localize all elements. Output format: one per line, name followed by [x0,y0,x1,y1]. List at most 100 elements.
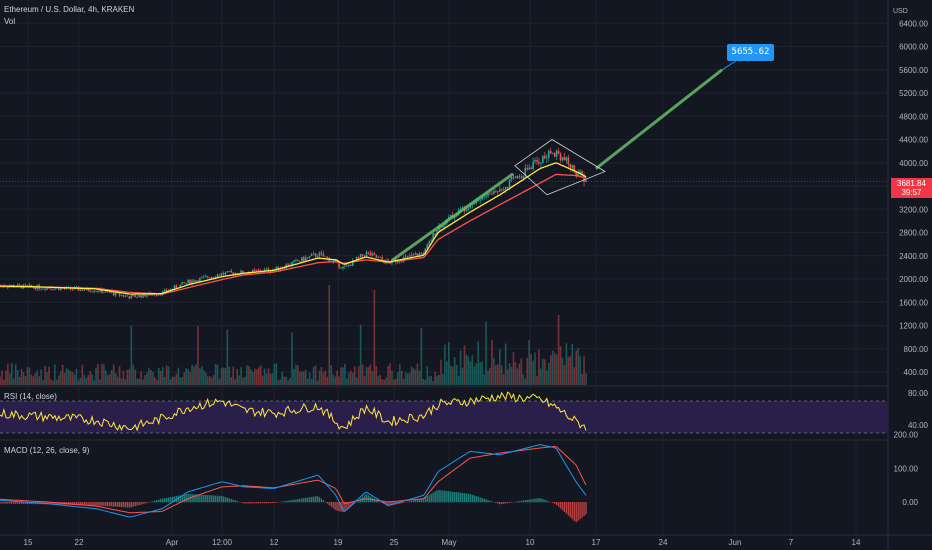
candle-body [244,273,246,275]
diamond-pattern[interactable] [514,139,606,196]
candle-body [348,264,350,266]
volume-bar [110,370,113,385]
volume-bar [87,375,89,385]
candle-body [489,193,491,195]
candle-body [30,284,33,287]
volume-bar [71,371,74,385]
candle-body [50,288,52,290]
volume-bar [410,366,413,385]
volume-bar [252,371,254,385]
macd-histogram-bar [428,494,430,503]
volume-bar [136,378,138,385]
candle-body [449,215,452,217]
volume-bar [150,369,152,385]
macd-histogram-bar [453,491,456,503]
candle-body [54,288,56,290]
macd-histogram-bar [24,502,27,504]
volume-bar [308,372,311,385]
volume-bar [248,366,250,385]
macd-label[interactable]: MACD (12, 26, close, 9) [4,446,90,455]
volume-label[interactable]: Vol [4,17,16,26]
price-axis[interactable]: 400.00 800.00 1200.00 1600.00 2000.00 2400.00… [894,19,929,507]
volume-bar [471,355,474,385]
macd-histogram-bar [244,502,246,504]
time-tick-label: 25 [390,538,399,547]
volume-bar [130,325,133,385]
macd-histogram-bar [536,498,538,503]
volume-bar [438,374,440,385]
macd-histogram-bar [455,492,458,503]
volume-bar [553,352,556,385]
volume-bar [18,376,21,385]
volume-bar [393,379,395,385]
volume-bar [48,366,50,385]
macd-histogram-bar [553,502,556,504]
volume-bar [291,332,293,385]
time-axis[interactable]: 15 22 Apr 12:00 12 19 25 May 10 17 24 Jun 7 14 [24,538,861,547]
macd-histogram-bar [528,499,530,503]
volume-bar [497,364,499,385]
candle-body [132,295,135,297]
volume-bar [132,364,135,385]
macd-histogram-bar [403,502,405,503]
symbol-title[interactable]: Ethereum / U.S. Dollar, 4h, KRAKEN [4,5,135,14]
macd-histogram-bar [524,500,526,503]
candle-body [422,253,425,255]
macd-histogram-bar [293,499,295,503]
candle-body [124,295,127,297]
macd-histogram-bar [557,502,560,507]
volume-bar [79,377,82,385]
trendlines[interactable] [391,60,737,262]
volume-bar [257,367,260,385]
time-tick-label: Apr [166,538,179,547]
candle-body [216,274,219,278]
macd-histogram-bar [432,492,434,503]
price-tick-label: 2000.00 [899,275,928,284]
volume-bar [271,372,274,385]
candle-body [83,289,86,291]
volume-bar [418,370,421,385]
candle-body [226,271,229,273]
candle-body [375,254,378,258]
macd-histogram-bar [473,495,475,503]
candle-body [224,272,227,275]
volume-bar [524,378,527,385]
candle-body [412,254,415,256]
candle-body [97,290,99,292]
volume-bar [442,373,444,385]
candle-body [355,257,358,261]
volume-bar [195,364,197,385]
candle-body [126,295,129,297]
candle-body [275,266,278,270]
macd-histogram-bar [563,502,566,513]
candle-body [185,282,187,284]
volume-bar [32,376,35,385]
volume-bar [365,367,368,385]
macd-histogram-bar [101,502,103,506]
macd-histogram-bar [177,495,180,503]
macd-histogram-bar [318,497,321,503]
candle-body [320,252,323,254]
volume-bar [267,368,270,385]
candle-body [381,257,383,260]
target-price-callout[interactable]: 5655.62 [727,44,774,61]
volume-bar [559,346,562,385]
candle-body [487,193,489,197]
volume-bar [234,379,236,385]
macd-histogram-bar [9,502,11,504]
volume-bar [324,370,327,385]
candle-body [144,293,146,297]
macd-histogram-bar [291,499,293,503]
volume-bar [381,379,383,385]
candle-body [87,287,89,291]
macd-pane [0,444,587,523]
time-tick-label: Jun [729,538,742,547]
rsi-label[interactable]: RSI (14, close) [4,392,57,401]
volume-bar [22,372,25,385]
volume-bar [581,373,583,385]
volume-bar [279,379,282,385]
candle-body [414,253,417,255]
volume-bar [69,371,72,385]
volume-bar [506,369,509,385]
